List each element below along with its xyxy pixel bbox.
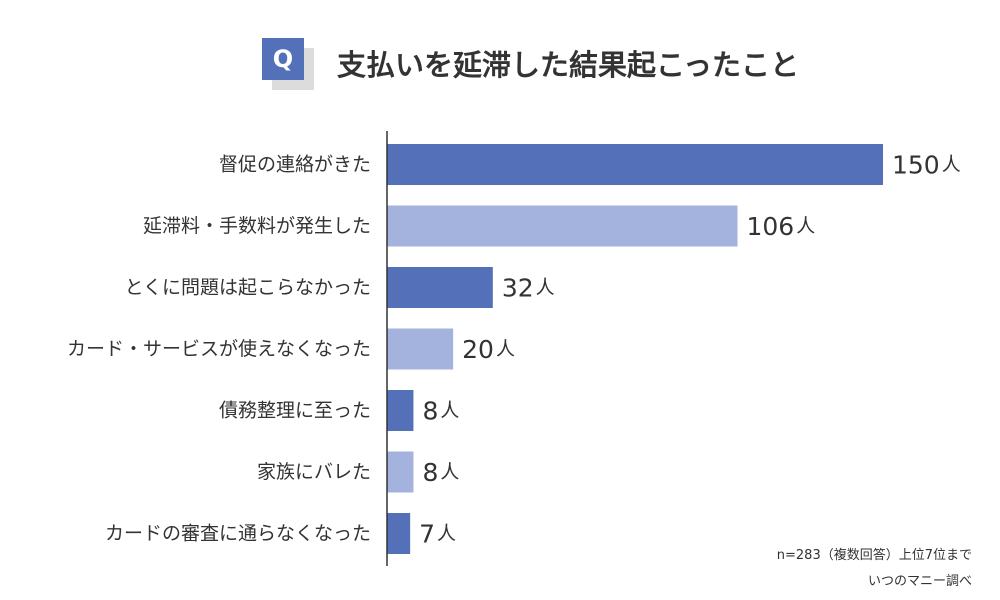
category-label: 家族にバレた <box>257 461 371 483</box>
bar-4 <box>387 328 454 370</box>
q-badge: Q <box>262 38 304 80</box>
category-label: 督促の連絡がきた <box>219 154 371 176</box>
source-note: いつのマニー調べ <box>867 574 972 589</box>
bar-7 <box>387 513 411 554</box>
category-label: カード・サービスが使えなくなった <box>67 338 371 360</box>
category-label: カードの審査に通らなくなった <box>105 523 371 545</box>
bar-2 <box>387 205 738 247</box>
category-label: 債務整理に至った <box>219 400 371 422</box>
value-label: 150 人 <box>892 150 961 179</box>
bar-5 <box>387 390 414 431</box>
value-label: 32 人 <box>502 273 555 302</box>
value-label: 106 人 <box>747 212 816 241</box>
value-label: 20 人 <box>462 335 515 364</box>
category-label: とくに問題は起こらなかった <box>125 277 371 299</box>
bar-6 <box>387 451 414 493</box>
bar-1 <box>387 144 883 185</box>
chart-title: 支払いを延滞した結果起こったこと <box>337 48 799 82</box>
category-label: 延滞料・手数料が発生した <box>143 215 371 237</box>
bar-3 <box>387 267 493 308</box>
sample-note: n=283（複数回答）上位7位まで <box>776 548 972 563</box>
